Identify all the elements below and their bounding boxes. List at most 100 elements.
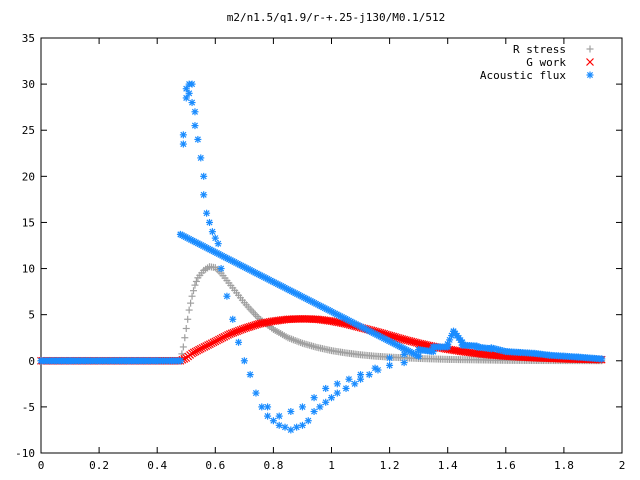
legend-marker <box>586 58 594 66</box>
data-point <box>322 398 330 406</box>
plot-frame <box>40 37 623 454</box>
y-tick-label: 25 <box>22 124 35 137</box>
data-point <box>310 408 318 415</box>
data-point <box>179 140 187 148</box>
data-point <box>298 403 306 411</box>
legend-marker <box>586 71 594 79</box>
data-point <box>371 364 379 372</box>
data-point <box>211 234 219 242</box>
data-point <box>181 334 189 342</box>
data-point <box>191 122 199 130</box>
y-tick-label: -5 <box>22 401 35 414</box>
data-point <box>200 172 208 180</box>
y-tick-label: 35 <box>22 32 35 45</box>
data-point <box>328 394 335 402</box>
data-point <box>287 426 295 434</box>
data-point <box>182 94 190 102</box>
x-tick-label: 0.4 <box>147 459 167 472</box>
data-point <box>281 423 289 431</box>
data-point <box>365 371 373 379</box>
data-point <box>386 361 394 369</box>
data-point <box>248 307 256 315</box>
y-tick-label: 15 <box>22 216 35 229</box>
data-point <box>252 389 260 397</box>
data-point <box>269 417 277 425</box>
data-point <box>264 403 272 411</box>
data-point <box>304 417 312 425</box>
data-point <box>208 228 216 236</box>
x-tick-label: 1 <box>328 459 335 472</box>
data-point <box>400 359 408 367</box>
data-point <box>185 89 193 97</box>
data-point <box>188 80 196 88</box>
series-acoustic-flux <box>37 80 606 434</box>
data-point <box>333 380 341 388</box>
data-point <box>322 384 330 392</box>
data-point <box>188 292 196 300</box>
data-point <box>357 371 365 379</box>
data-point <box>264 412 272 420</box>
x-tick-label: 0.2 <box>89 459 109 472</box>
tick-labels: 0 0.2 0.4 0.6 0.8 1 1.2 1.4 1.6 1.8 2 -10 -5 0 5 10 15 20… <box>15 32 625 472</box>
data-point <box>217 265 225 273</box>
data-point <box>187 299 195 307</box>
data-point <box>251 311 259 319</box>
data-point <box>293 423 301 431</box>
data-point <box>184 315 192 323</box>
data-point <box>191 281 199 289</box>
data-point <box>205 218 213 226</box>
data-point <box>235 338 243 346</box>
x-tick-label: 1.4 <box>438 459 458 472</box>
data-point <box>253 313 261 321</box>
data-point <box>351 380 359 388</box>
data-point <box>214 240 222 248</box>
data-point <box>275 412 283 420</box>
data-point <box>310 394 318 402</box>
data-point <box>179 131 187 139</box>
data-point <box>275 421 283 429</box>
data-point <box>203 209 211 217</box>
data-point <box>176 357 184 365</box>
y-tick-label: 30 <box>22 78 35 91</box>
x-tick-label: 0.6 <box>205 459 225 472</box>
y-tick-label: 5 <box>28 309 35 322</box>
legend-label: R stress <box>513 43 566 56</box>
data-point <box>191 108 199 116</box>
data-point <box>415 352 423 360</box>
y-tick-label: 10 <box>22 263 35 276</box>
data-point <box>598 355 606 363</box>
data-point <box>197 154 205 162</box>
data-point <box>386 354 394 362</box>
data-point <box>250 309 258 317</box>
plot-area <box>37 80 606 434</box>
data-point <box>229 315 237 323</box>
data-point <box>246 371 254 379</box>
axes <box>40 37 623 454</box>
legend-marker <box>586 45 594 53</box>
data-point <box>342 384 350 392</box>
data-point <box>182 325 190 332</box>
chart-title: m2/n1.5/q1.9/r-+.25-j130/M0.1/512 <box>227 11 446 24</box>
data-point <box>345 375 353 383</box>
x-tick-label: 1.8 <box>554 459 574 472</box>
data-point <box>240 357 248 365</box>
x-tick-label: 1.2 <box>380 459 400 472</box>
data-point <box>298 421 306 429</box>
data-point <box>188 99 196 107</box>
data-point <box>333 389 341 397</box>
y-tick-label: 20 <box>22 170 35 183</box>
series-g-work <box>37 314 606 365</box>
data-point <box>185 306 193 314</box>
x-tick-label: 2 <box>619 459 626 472</box>
x-tick-label: 1.6 <box>496 459 516 472</box>
legend-label: Acoustic flux <box>480 69 566 82</box>
data-point <box>194 135 202 143</box>
data-point <box>200 191 208 199</box>
x-tick-label: 0 <box>38 459 45 472</box>
data-point <box>190 287 198 295</box>
data-point <box>316 403 324 411</box>
legend-label: G work <box>526 56 566 69</box>
data-point <box>223 292 231 300</box>
